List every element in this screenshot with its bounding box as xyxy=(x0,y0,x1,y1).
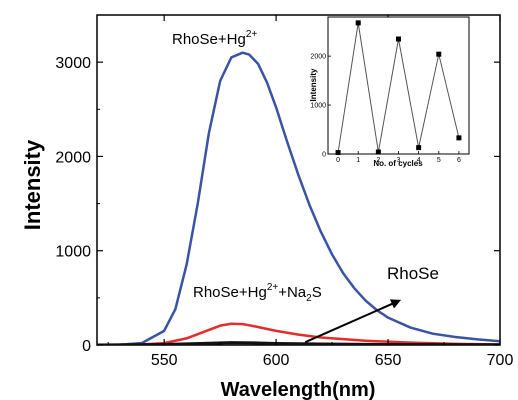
inset-data-point xyxy=(456,135,462,141)
red-label-base2: +Na xyxy=(278,284,307,301)
black-series-label: RhoSe xyxy=(387,264,439,283)
inset-x-tick-label: 1 xyxy=(356,157,360,164)
inset-data-point xyxy=(436,51,442,57)
inset-y-tick-label: 0 xyxy=(322,152,326,159)
blue-label-sup: 2+ xyxy=(246,29,258,40)
inset-data-point xyxy=(416,145,422,151)
red-series-label: RhoSe+Hg2++Na2S xyxy=(193,282,322,304)
inset-data-point xyxy=(396,36,401,42)
red-label-base3: S xyxy=(312,284,322,301)
inset-y-tick-label: 2000 xyxy=(310,54,326,61)
inset-y-axis-title: Intensity xyxy=(309,68,318,101)
inset-data-point xyxy=(355,20,361,26)
x-tick-label: 550 xyxy=(151,352,178,369)
y-tick-label: 0 xyxy=(82,338,91,355)
inset-tick-group: 0 1 2 3 4 5 6 0 1000 2000 xyxy=(310,54,461,164)
inset-x-axis-title: No. of cycles xyxy=(373,159,423,168)
blue-label-base: RhoSe+Hg xyxy=(172,31,246,48)
x-axis-title: Wavelength(nm) xyxy=(221,379,376,400)
y-tick-label: 1000 xyxy=(55,244,91,261)
blue-series-label: RhoSe+Hg2+ xyxy=(172,29,257,48)
y-tick-label: 3000 xyxy=(55,55,91,72)
inset-y-tick-label: 1000 xyxy=(310,103,326,110)
blue-series-line xyxy=(97,51,500,345)
inset-x-tick-label: 3 xyxy=(397,157,401,164)
red-label-sub: 2 xyxy=(306,293,312,304)
inset-x-tick-label: 4 xyxy=(417,157,421,164)
x-tick-label: 600 xyxy=(263,352,290,369)
inset-x-tick-label: 6 xyxy=(457,157,461,164)
inset-x-tick-label: 2 xyxy=(376,157,380,164)
inset-x-tick-label: 5 xyxy=(437,157,441,164)
red-label-base1: RhoSe+Hg xyxy=(193,284,267,301)
inset-x-tick-label: 0 xyxy=(336,157,340,164)
black-series-line xyxy=(97,341,500,345)
x-tick-label: 650 xyxy=(375,352,402,369)
x-tick-label: 700 xyxy=(487,352,514,369)
annotation-arrow xyxy=(304,299,402,344)
red-label-sup: 2+ xyxy=(267,282,279,293)
y-tick-label: 2000 xyxy=(55,149,91,166)
y-axis-title: Intensity xyxy=(20,139,45,230)
